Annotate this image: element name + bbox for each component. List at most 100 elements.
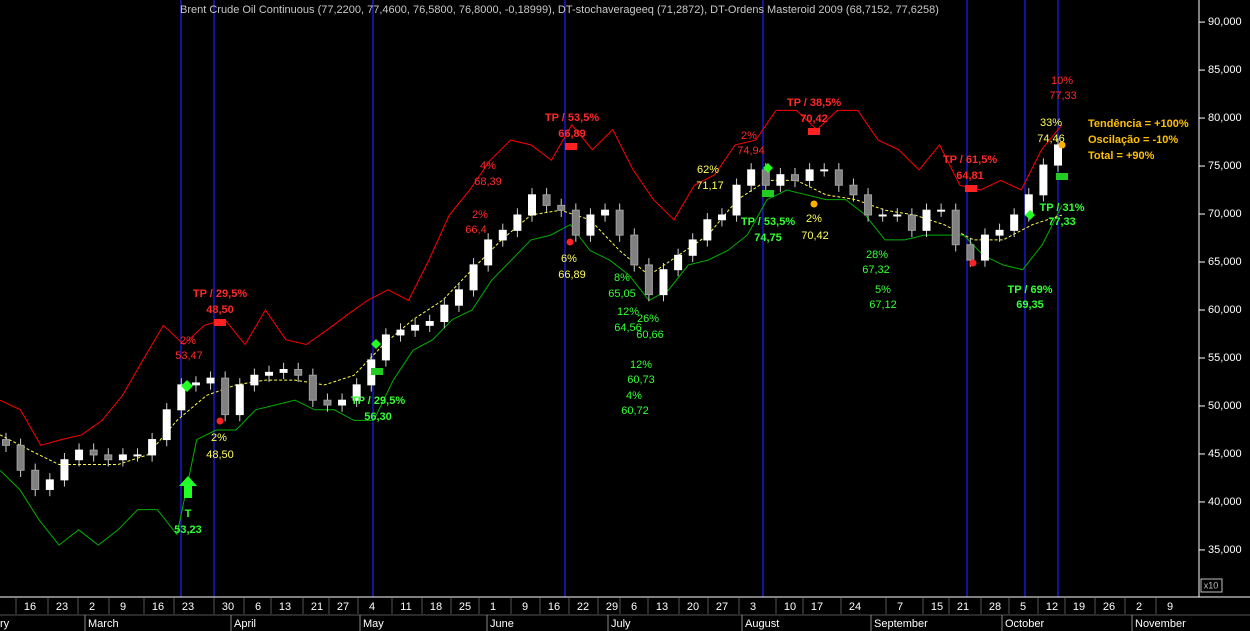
- annotation: 60,66: [636, 329, 664, 341]
- annotation: Oscilação = -10%: [1088, 134, 1178, 146]
- x-tick-label: 20: [687, 601, 699, 613]
- month-label: April: [234, 618, 256, 630]
- candle-body: [951, 209, 960, 246]
- x-tick-label: 2: [89, 601, 95, 613]
- candle-body: [89, 449, 98, 456]
- candle-body: [644, 264, 653, 296]
- x-tick-label: 12: [1046, 601, 1058, 613]
- candle-body: [1010, 214, 1019, 231]
- x-tick-label: 4: [369, 601, 375, 613]
- x-tick-label: 3: [750, 601, 756, 613]
- candle-body: [484, 239, 493, 266]
- x-tick-label: 21: [957, 601, 969, 613]
- candle-body: [674, 254, 683, 271]
- month-label: November: [1135, 618, 1186, 630]
- x-tick-label: 10: [784, 601, 796, 613]
- chart-title: Brent Crude Oil Continuous (77,2200, 77,…: [180, 4, 939, 16]
- y-tick-label: 80,000: [1208, 112, 1242, 124]
- candle-body: [425, 321, 434, 326]
- signal-lines: [180, 0, 1059, 597]
- annotation: 60,73: [627, 374, 655, 386]
- annotation: 71,17: [696, 180, 724, 192]
- month-label: July: [611, 618, 631, 630]
- x-tick-label: 1: [490, 601, 496, 613]
- candle-body: [703, 219, 712, 241]
- x-tick-label: 2: [1136, 601, 1142, 613]
- x-tick-label: 28: [989, 601, 1001, 613]
- candle-body: [513, 214, 522, 231]
- annotation: 62%: [697, 164, 719, 176]
- x-tick-label: 13: [279, 601, 291, 613]
- candle-body: [162, 409, 171, 441]
- x-tick-label: 26: [1103, 601, 1115, 613]
- annotation: 8%: [614, 272, 630, 284]
- y-tick-label: 40,000: [1208, 496, 1242, 508]
- buy-arrow: [179, 476, 197, 498]
- annotation: 64,81: [956, 170, 984, 182]
- x-tick-label: 21: [311, 601, 323, 613]
- exit-marker: [566, 238, 574, 246]
- x-tick-label: 27: [337, 601, 349, 613]
- x-tick-label: 16: [548, 601, 560, 613]
- x-tick-label: 9: [1167, 601, 1173, 613]
- candle-body: [454, 289, 463, 306]
- exit-box: [762, 190, 774, 197]
- annotation: 77,33: [1048, 216, 1076, 228]
- annotation: 2%: [741, 130, 757, 142]
- x-tick-label: 7: [897, 601, 903, 613]
- x-tick-label: 16: [24, 601, 36, 613]
- y-tick-label: 70,000: [1208, 208, 1242, 220]
- candle-body: [235, 384, 244, 416]
- annotation: 70,42: [800, 113, 828, 125]
- x-tick-label: 9: [522, 601, 528, 613]
- candle-body: [791, 174, 799, 181]
- x-tick-label: 19: [1073, 601, 1085, 613]
- candle-body: [1039, 164, 1048, 196]
- annotation: 66,4: [465, 224, 486, 236]
- annotation: 4%: [626, 390, 642, 402]
- candle-body: [747, 169, 756, 186]
- y-tick-label: 75,000: [1208, 160, 1242, 172]
- candle-body: [586, 214, 595, 236]
- month-label: March: [88, 618, 119, 630]
- candle-body: [922, 209, 931, 231]
- exit-box: [1056, 173, 1068, 180]
- annotation: TP / 29,5%: [193, 288, 247, 300]
- exit-box: [965, 185, 977, 192]
- x-tick-label: 23: [56, 601, 68, 613]
- annotation: 48,50: [206, 449, 234, 461]
- month-label: May: [363, 618, 384, 630]
- candle-body: [469, 264, 478, 291]
- candle-body: [221, 377, 230, 416]
- candle-body: [571, 209, 580, 236]
- annotation: 65,05: [608, 288, 636, 300]
- exit-box: [371, 368, 383, 375]
- x-tick-label: 15: [931, 601, 943, 613]
- candle-body: [776, 174, 785, 186]
- annotation: 4%: [480, 160, 496, 172]
- y-tick-label: 35,000: [1208, 544, 1242, 556]
- y-tick-label: 45,000: [1208, 448, 1242, 460]
- annotation: 53,23: [174, 524, 202, 536]
- candle-body: [45, 479, 54, 490]
- x-tick-label: 22: [577, 601, 589, 613]
- annotation: 2%: [472, 209, 488, 221]
- candle-body: [864, 194, 873, 216]
- candle-body: [250, 374, 259, 386]
- candle-body: [323, 399, 332, 406]
- month-label: ry: [0, 618, 10, 630]
- x-tick-label: 13: [656, 601, 668, 613]
- month-label: June: [490, 618, 514, 630]
- upper-band: [0, 109, 1063, 446]
- candle-body: [557, 204, 566, 211]
- annotation: 74,75: [754, 232, 782, 244]
- candle-body: [352, 384, 361, 401]
- x-tick-label: 25: [459, 601, 471, 613]
- candle-body: [75, 449, 84, 461]
- plot-area: [0, 109, 1063, 546]
- candle-body: [396, 329, 405, 336]
- candle-body: [381, 334, 390, 361]
- annotation: 56,30: [364, 411, 392, 423]
